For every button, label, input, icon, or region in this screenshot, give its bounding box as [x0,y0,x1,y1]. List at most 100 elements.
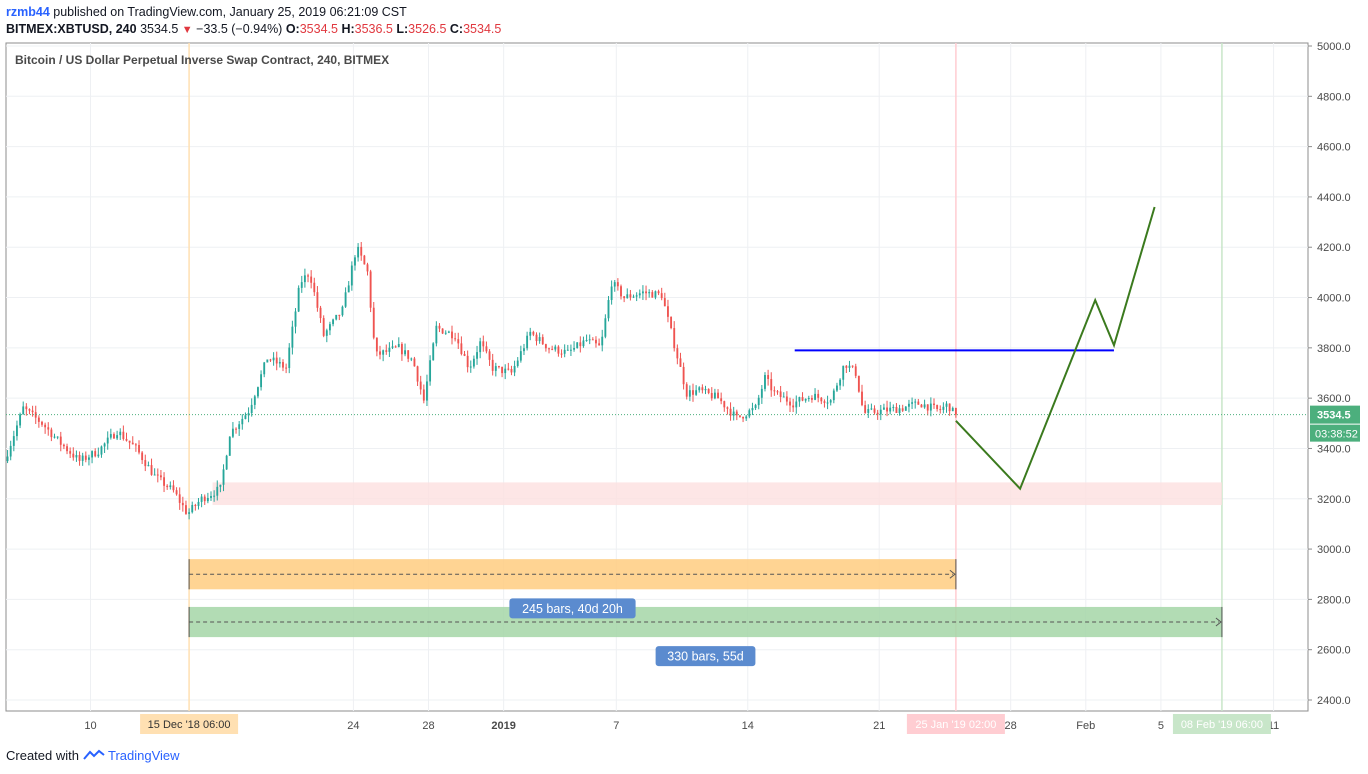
candle-body [31,410,34,413]
candle-body [379,351,381,355]
date-range-label-bg [655,646,756,667]
date-range-label: 245 bars, 40d 20h [522,602,623,616]
candle-body [660,293,663,299]
candle-body [122,431,125,439]
support-zone [212,482,1222,506]
x-tick-label: 7 [613,720,619,732]
candle-body [613,282,616,287]
candle-body [801,397,804,401]
candle-body [388,347,391,352]
candle-body [713,392,716,399]
candle-body [810,398,813,400]
y-tick-label: 3200.0 [1317,494,1351,506]
candle-body [56,436,59,438]
x-highlight-text: 25 Jan '19 02:00 [915,719,996,731]
candle-body [94,451,97,457]
candle-body [688,390,691,397]
open-value: 3534.5 [299,22,338,36]
candle-body [723,401,726,408]
candle-body [917,401,920,405]
candle-body [595,339,597,344]
candle-body [933,403,935,406]
candle-body [764,375,766,389]
candle-body [419,381,422,390]
y-tick-label: 4400.0 [1317,192,1351,204]
candle-body [538,337,541,342]
candle-body [178,494,181,503]
candle-body [717,392,719,399]
candle-body [895,406,898,413]
candle-body [206,497,209,502]
y-tick-label: 2400.0 [1317,695,1351,707]
y-tick-label: 4000.0 [1317,293,1351,305]
candle-body [563,349,566,354]
candle-body [770,379,773,391]
candle-body [307,275,309,277]
candle-body [663,298,666,307]
x-tick-label: 28 [422,720,434,732]
candle-body [573,348,575,350]
candle-body [238,424,241,429]
candle-body [319,307,322,319]
candle-body [325,330,328,336]
arrow-head-icon [1215,617,1222,627]
author-name[interactable]: rzmb44 [6,5,50,19]
candle-body [413,358,416,367]
candle-body [81,455,84,461]
candle-body [426,381,428,401]
candle-body [175,490,178,495]
date-range-box [189,606,1222,638]
footer: Created with TradingView [6,748,180,763]
candle-body [404,350,406,355]
candle-body [460,343,463,354]
price-change: −33.5 (−0.94%) [196,22,283,36]
candle-body [250,404,253,414]
candle-body [66,446,68,452]
candle-body [776,391,779,393]
candle-body [203,496,206,502]
candle-body [75,454,78,458]
candle-body [394,346,397,348]
candle-body [767,375,770,380]
x-highlight-bg [140,714,239,734]
candle-body [472,358,475,367]
x-highlight-label-0: 15 Dec '18 06:00 [140,714,239,734]
candle-body [707,388,710,394]
candle-body [210,495,212,498]
candle-body [779,391,782,397]
candle-body [47,427,50,430]
candle-body [44,424,47,428]
candle-body [469,366,472,368]
candle-body [441,328,444,334]
candle-body [476,352,478,359]
candle-body [751,408,754,411]
candle-body [241,418,244,425]
candle-body [288,347,291,369]
candle-body [773,390,776,392]
candle-body [635,295,638,297]
candle-body [569,349,572,351]
candle-body [942,406,945,410]
candle-body [814,393,816,400]
candle-body [607,300,610,319]
low-value: 3526.5 [408,22,447,36]
countdown-label: 03:38:52 [1315,429,1358,441]
candle-body [109,434,112,438]
candle-body [479,341,482,353]
candle-body [651,292,654,298]
candle-body [194,505,197,507]
candle-body [698,387,701,391]
candle-body [948,403,951,412]
candle-body [257,387,259,397]
candle-body [6,456,9,462]
candle-body [354,257,356,266]
x-tick-label: 10 [84,720,96,732]
candle-body [216,486,219,496]
x-tick-label: 5 [1158,720,1164,732]
high-value: 3536.5 [354,22,393,36]
grid [6,43,1308,711]
candle-body [228,436,231,456]
candle-body [576,342,579,349]
tradingview-brand[interactable]: TradingView [108,748,180,763]
